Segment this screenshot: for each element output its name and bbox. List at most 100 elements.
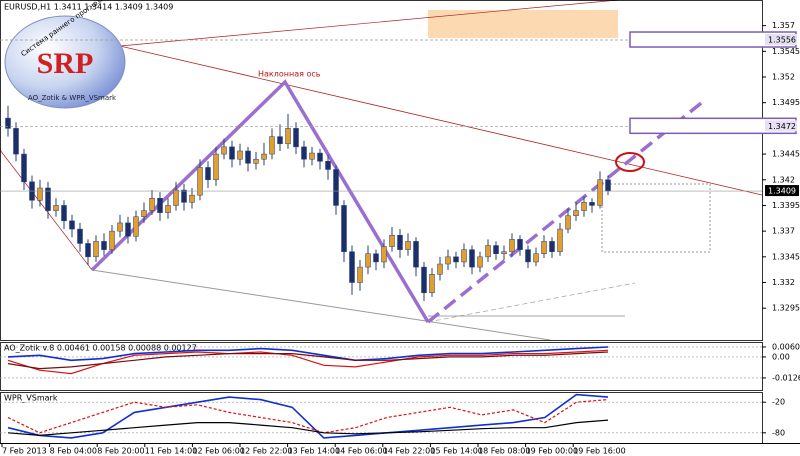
- candle-body: [37, 187, 43, 201]
- y-tick-label: 1.337: [772, 227, 795, 236]
- wave: [90, 79, 430, 323]
- candle-body: [269, 136, 275, 155]
- logo-bottom: AO_Zotik & WPR_VSmark: [28, 94, 117, 102]
- candle-body: [117, 222, 123, 232]
- level-tag: [765, 34, 797, 46]
- candle-body: [301, 146, 307, 160]
- y-tick-label: 1.3345: [772, 252, 800, 261]
- x-tick-label: 19 Feb 00:00: [526, 447, 578, 456]
- candle-body: [69, 220, 75, 230]
- panel-title: WPR_VSmark: [4, 394, 58, 403]
- candle-body: [373, 253, 379, 263]
- y-tick-label: 1.352: [772, 73, 795, 82]
- candle-body: [453, 256, 459, 263]
- candle-body: [541, 241, 547, 254]
- drawings: [0, 0, 763, 341]
- candle-body: [21, 153, 27, 183]
- candle-body: [509, 239, 515, 252]
- candle-body: [197, 167, 203, 196]
- candle-body: [221, 146, 227, 155]
- y-tick-label: 1.357: [772, 21, 795, 30]
- candle-body: [5, 117, 11, 129]
- level-label: 1.3472: [768, 122, 796, 131]
- candle-body: [533, 253, 539, 263]
- candle-body: [469, 249, 475, 268]
- candle-body: [485, 245, 491, 258]
- candle-body: [365, 253, 371, 268]
- candle-body: [333, 169, 339, 206]
- candle-body: [573, 210, 579, 216]
- candle-body: [341, 205, 347, 252]
- candle-body: [597, 179, 603, 206]
- x-tick-label: 8 Feb 04:00: [50, 447, 97, 456]
- candle-body: [605, 179, 611, 192]
- candle-body: [253, 158, 259, 164]
- candle-body: [205, 167, 211, 181]
- candle-body: [565, 215, 571, 230]
- candle-body: [85, 243, 91, 258]
- candle-body: [421, 266, 427, 294]
- trend-line: [119, 45, 763, 196]
- candle-body: [525, 249, 531, 263]
- x-tick-label: 19 Feb 16:00: [573, 447, 625, 456]
- trend-line: [427, 282, 636, 323]
- candle-body: [277, 136, 283, 145]
- y-tick-label: 1.332: [772, 278, 795, 287]
- y-tick-label: 1.3295: [772, 304, 800, 313]
- candle-body: [181, 189, 187, 203]
- indicator-line: [7, 399, 609, 434]
- candle-body: [157, 198, 163, 213]
- x-tick-label: 15 Feb 14:00: [430, 447, 482, 456]
- logo-disc: [4, 15, 126, 109]
- candle-body: [493, 245, 499, 254]
- candle-body: [557, 228, 563, 252]
- candle-body: [581, 202, 587, 211]
- x-tick-label: 12 Feb 06:00: [192, 447, 244, 456]
- indicator-line: [7, 351, 609, 370]
- candle-body: [245, 150, 251, 164]
- indicator-line: [7, 419, 609, 437]
- x-tick-label: 11 Feb 14:00: [145, 447, 197, 456]
- candle-body: [317, 152, 323, 162]
- candle-body: [429, 274, 435, 294]
- y-tick-label: -0.01264: [772, 373, 800, 382]
- x-tick-label: 7 Feb 2013: [2, 447, 47, 456]
- candle-body: [501, 251, 507, 254]
- x-tick-label: 14 Feb 06:00: [335, 447, 387, 456]
- x-tick-label: 18 Feb 08:00: [478, 447, 530, 456]
- y-tick-label: -20: [772, 398, 785, 407]
- candle-body: [397, 234, 403, 250]
- y-tick-label: 1.3395: [772, 201, 800, 210]
- candle-body: [445, 256, 451, 265]
- candle-body: [141, 210, 147, 218]
- plot: [5, 105, 611, 302]
- chart-title: EURUSD,H1 1.3411 1.3414 1.3409 1.3409: [4, 3, 173, 12]
- candle-body: [173, 189, 179, 206]
- level-tag: [765, 185, 799, 197]
- box: [601, 183, 711, 253]
- y-tick-label: 0.00602: [772, 342, 800, 351]
- indicator-line: [7, 346, 609, 362]
- candle-body: [413, 241, 419, 268]
- indicator-line: [7, 349, 609, 375]
- candle-body: [309, 152, 315, 160]
- level-label: 1.3556: [768, 36, 796, 45]
- candle-body: [461, 249, 467, 263]
- y-tick-label: 0.00: [772, 352, 790, 361]
- candle-body: [237, 150, 243, 160]
- y-tick-label: 1.3445: [772, 150, 800, 159]
- candle-body: [53, 205, 59, 211]
- y-tick-label: 1.342: [772, 175, 795, 184]
- panel-frame: [0, 342, 763, 391]
- x-tick-label: 14 Feb 22:00: [383, 447, 435, 456]
- candle-body: [93, 241, 99, 258]
- x-tick-label: 13 Feb 14:00: [288, 447, 340, 456]
- logo-title: SRP: [37, 47, 94, 80]
- candle-body: [125, 222, 131, 237]
- candle-body: [261, 153, 267, 160]
- candle-body: [437, 263, 443, 275]
- x-tick-label: 12 Feb 22:00: [240, 447, 292, 456]
- candle-body: [517, 239, 523, 250]
- candle-body: [77, 228, 83, 244]
